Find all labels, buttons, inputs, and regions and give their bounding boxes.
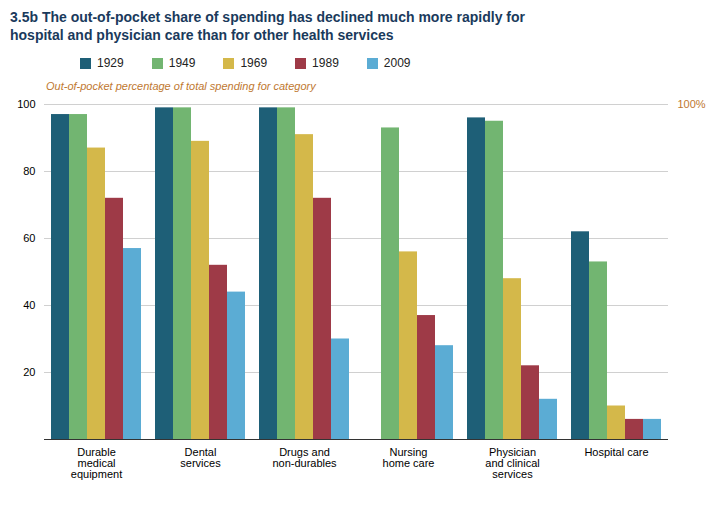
html-text:Out-of-pocket percentage of to: Out-of-pocket percentage of total spendi…: [46, 80, 316, 93]
html-text:2009: 2009: [383, 56, 411, 71]
svg-text:80: 80: [23, 165, 35, 177]
html-text:3.5b The out-of-pocket share o: 3.5b The out-of-pocket share of spending…: [10, 9, 525, 44]
html-text:1969: 1969: [240, 56, 268, 71]
svg-text:100%: 100%: [678, 98, 706, 110]
html-text:1949: 1949: [168, 56, 196, 71]
svg-text:100: 100: [17, 98, 35, 110]
svg-text:Nursinghome care: Nursinghome care: [383, 447, 435, 470]
svg-text:Dentalservices: Dentalservices: [180, 447, 221, 470]
svg-text:Hospital care: Hospital care: [584, 447, 648, 459]
svg-text:Drugs andnon-durables: Drugs andnon-durables: [272, 447, 337, 470]
svg-text:40: 40: [23, 299, 35, 311]
html-text:1989: 1989: [312, 56, 339, 71]
svg-text:20: 20: [23, 366, 35, 378]
svg-text:Durablemedicalequipment: Durablemedicalequipment: [71, 447, 122, 481]
svg-text:60: 60: [23, 232, 35, 244]
svg-text:Physicianand clinicalservices: Physicianand clinicalservices: [485, 447, 539, 481]
html-text:1929: 1929: [97, 56, 124, 71]
